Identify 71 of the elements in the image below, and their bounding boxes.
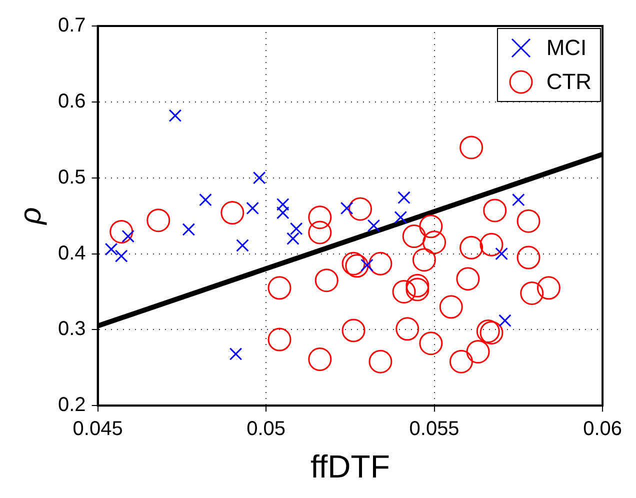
point	[483, 198, 507, 222]
point	[396, 317, 420, 341]
point	[252, 171, 266, 184]
point	[406, 274, 430, 298]
point	[342, 252, 366, 276]
point	[168, 109, 182, 122]
point	[449, 350, 473, 374]
point	[368, 252, 392, 276]
point	[480, 320, 504, 344]
point	[114, 250, 128, 262]
point	[516, 246, 540, 270]
point	[246, 202, 259, 215]
point	[110, 220, 134, 244]
point	[495, 247, 508, 260]
point	[104, 242, 118, 256]
point	[439, 295, 463, 319]
legend-label: CTR	[546, 68, 592, 96]
x-axis-title: ffDTF	[310, 448, 390, 485]
point	[419, 332, 443, 356]
point	[466, 340, 490, 364]
point	[476, 319, 500, 343]
point	[348, 197, 372, 221]
point	[392, 280, 416, 304]
point	[308, 348, 332, 372]
point	[290, 222, 303, 236]
point	[520, 281, 544, 305]
point	[220, 201, 244, 225]
x-tick-label: 0.05	[246, 418, 286, 440]
point	[286, 232, 300, 245]
point	[236, 239, 249, 252]
point	[406, 278, 430, 302]
point	[229, 348, 242, 360]
point	[182, 223, 196, 236]
y-tick-label: 0.4	[58, 242, 86, 264]
point	[146, 208, 170, 232]
y-tick-label: 0.5	[58, 166, 86, 188]
point	[398, 191, 410, 204]
y-axis-title: ρ	[14, 207, 48, 226]
y-tick-label: 0.6	[58, 90, 86, 112]
y-tick-label: 0.7	[58, 14, 86, 37]
y-tick-label: 0.2	[58, 394, 86, 416]
point	[345, 254, 369, 278]
point	[308, 206, 332, 230]
point	[368, 350, 392, 374]
legend-label: MCI	[546, 34, 587, 62]
point	[412, 248, 436, 272]
point	[422, 230, 446, 254]
point	[480, 232, 504, 256]
point	[199, 193, 212, 206]
point	[367, 219, 380, 232]
point	[516, 209, 540, 233]
point	[268, 276, 292, 300]
point	[402, 224, 426, 248]
point	[394, 210, 408, 224]
point	[512, 193, 525, 206]
point	[340, 202, 354, 215]
point	[314, 268, 338, 292]
point	[536, 276, 560, 300]
x-tick-label: 0.045	[72, 418, 123, 440]
point	[308, 220, 332, 244]
x-tick-label: 0.06	[583, 418, 622, 440]
point	[360, 258, 374, 272]
point	[460, 236, 484, 260]
point	[456, 267, 480, 291]
x-tick-label: 0.055	[409, 418, 460, 440]
point	[342, 318, 366, 342]
point	[419, 214, 443, 238]
y-tick-label: 0.3	[58, 318, 86, 340]
point	[268, 328, 292, 352]
point	[498, 314, 512, 327]
point	[460, 136, 484, 160]
